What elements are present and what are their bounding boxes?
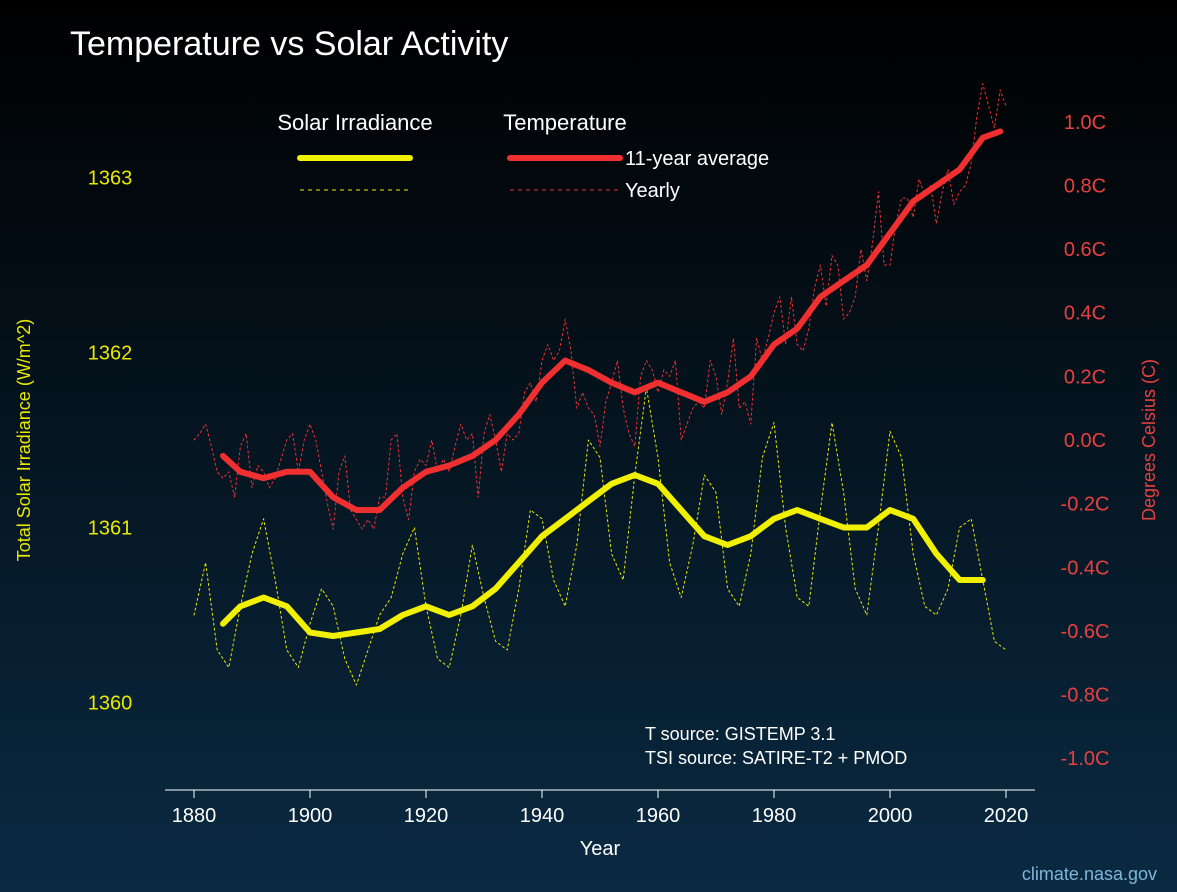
x-tick-label: 2020 — [984, 805, 1029, 827]
legend-avg-label: 11-year average — [625, 148, 769, 170]
y-right-tick-label: 0.4C — [1064, 303, 1106, 325]
x-tick-label: 1880 — [172, 805, 217, 827]
chart-svg: Temperature vs Solar Activity 1880 1900 192… — [0, 0, 1177, 892]
legend-temp-header: Temperature — [503, 110, 627, 135]
source-line-2: TSI source: SATIRE-T2 + PMOD — [645, 748, 907, 768]
y-right-tick-label: 1.0C — [1064, 112, 1106, 134]
y-right-tick-label: 0.8C — [1064, 175, 1106, 197]
y-right-tick-label: -0.4C — [1061, 557, 1110, 579]
y-right-tick-label: -0.8C — [1061, 685, 1110, 707]
x-tick-label: 1900 — [288, 805, 333, 827]
y-right-tick-label: -0.6C — [1061, 621, 1110, 643]
source-line-1: T source: GISTEMP 3.1 — [645, 724, 835, 744]
y-right-tick-label: -0.2C — [1061, 494, 1110, 516]
y-right-tick-label: 0.6C — [1064, 239, 1106, 261]
x-axis-label: Year — [580, 838, 621, 860]
y-left-axis-label: Total Solar Irradiance (W/m^2) — [14, 319, 34, 562]
x-tick-label: 1960 — [636, 805, 681, 827]
chart-title: Temperature vs Solar Activity — [70, 25, 508, 63]
legend-yearly-label: Yearly — [625, 180, 680, 202]
y-left-tick-label: 1361 — [88, 518, 133, 540]
legend-solar-header: Solar Irradiance — [277, 110, 432, 135]
credit-label: climate.nasa.gov — [1022, 864, 1157, 884]
y-right-axis-label: Degrees Celsius (C) — [1139, 359, 1159, 521]
y-left-tick-label: 1362 — [88, 343, 133, 365]
x-tick-label: 1980 — [752, 805, 797, 827]
x-tick-label: 1940 — [520, 805, 565, 827]
y-left-tick-label: 1360 — [88, 693, 133, 715]
x-tick-label: 1920 — [404, 805, 449, 827]
y-right-tick-label: 0.2C — [1064, 366, 1106, 388]
x-tick-label: 2000 — [868, 805, 913, 827]
y-right-tick-label: 0.0C — [1064, 430, 1106, 452]
y-left-tick-label: 1363 — [88, 168, 133, 190]
y-right-tick-label: -1.0C — [1061, 748, 1110, 770]
